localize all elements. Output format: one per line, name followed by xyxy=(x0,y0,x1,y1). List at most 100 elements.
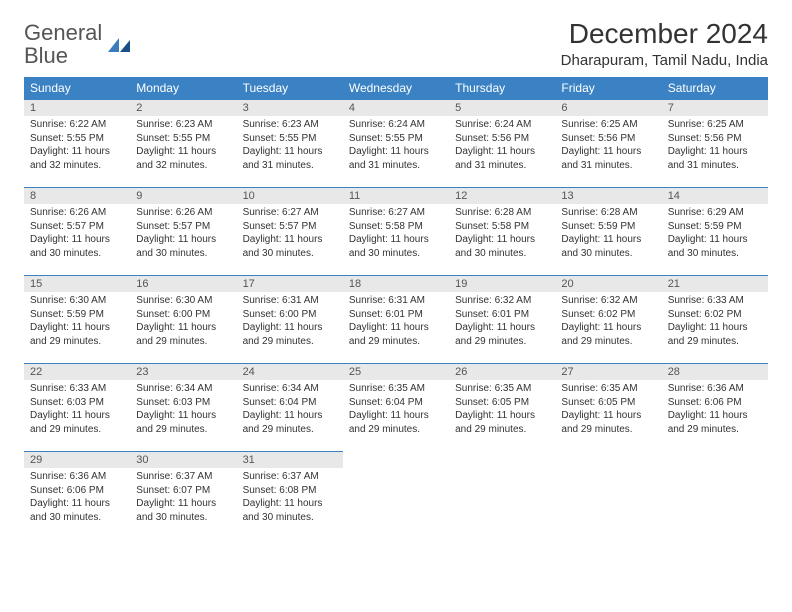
daylight-line: Daylight: 11 hours and 30 minutes. xyxy=(243,233,337,260)
daylight-line: Daylight: 11 hours and 32 minutes. xyxy=(136,145,230,172)
sunrise-line: Sunrise: 6:36 AM xyxy=(30,470,124,484)
calendar-day-cell: 17Sunrise: 6:31 AMSunset: 6:00 PMDayligh… xyxy=(237,276,343,364)
sunrise-line: Sunrise: 6:26 AM xyxy=(136,206,230,220)
sunset-line: Sunset: 6:08 PM xyxy=(243,484,337,498)
calendar-day-cell: 28Sunrise: 6:36 AMSunset: 6:06 PMDayligh… xyxy=(662,364,768,452)
sunset-line: Sunset: 6:02 PM xyxy=(668,308,762,322)
day-number: 28 xyxy=(662,364,768,380)
day-body: Sunrise: 6:26 AMSunset: 5:57 PMDaylight:… xyxy=(24,204,130,264)
sunset-line: Sunset: 5:57 PM xyxy=(136,220,230,234)
sunrise-line: Sunrise: 6:22 AM xyxy=(30,118,124,132)
calendar-day-cell: 16Sunrise: 6:30 AMSunset: 6:00 PMDayligh… xyxy=(130,276,236,364)
day-number: 3 xyxy=(237,100,343,116)
daylight-line: Daylight: 11 hours and 30 minutes. xyxy=(243,497,337,524)
calendar-header-cell: Monday xyxy=(130,77,236,100)
calendar-week-row: 29Sunrise: 6:36 AMSunset: 6:06 PMDayligh… xyxy=(24,452,768,540)
day-body: Sunrise: 6:34 AMSunset: 6:03 PMDaylight:… xyxy=(130,380,236,440)
daylight-line: Daylight: 11 hours and 30 minutes. xyxy=(30,233,124,260)
daylight-line: Daylight: 11 hours and 31 minutes. xyxy=(243,145,337,172)
sunrise-line: Sunrise: 6:27 AM xyxy=(349,206,443,220)
calendar-day-cell: 3Sunrise: 6:23 AMSunset: 5:55 PMDaylight… xyxy=(237,100,343,188)
sunset-line: Sunset: 6:05 PM xyxy=(561,396,655,410)
sunrise-line: Sunrise: 6:26 AM xyxy=(30,206,124,220)
day-body: Sunrise: 6:25 AMSunset: 5:56 PMDaylight:… xyxy=(555,116,661,176)
daylight-line: Daylight: 11 hours and 30 minutes. xyxy=(561,233,655,260)
daylight-line: Daylight: 11 hours and 30 minutes. xyxy=(30,497,124,524)
calendar-week-row: 15Sunrise: 6:30 AMSunset: 5:59 PMDayligh… xyxy=(24,276,768,364)
day-body: Sunrise: 6:30 AMSunset: 6:00 PMDaylight:… xyxy=(130,292,236,352)
day-number: 15 xyxy=(24,276,130,292)
sunrise-line: Sunrise: 6:37 AM xyxy=(136,470,230,484)
day-body: Sunrise: 6:24 AMSunset: 5:56 PMDaylight:… xyxy=(449,116,555,176)
sunrise-line: Sunrise: 6:31 AM xyxy=(349,294,443,308)
calendar-day-cell: 22Sunrise: 6:33 AMSunset: 6:03 PMDayligh… xyxy=(24,364,130,452)
day-body: Sunrise: 6:37 AMSunset: 6:08 PMDaylight:… xyxy=(237,468,343,528)
day-number: 14 xyxy=(662,188,768,204)
sunset-line: Sunset: 6:06 PM xyxy=(668,396,762,410)
day-number: 5 xyxy=(449,100,555,116)
sunrise-line: Sunrise: 6:30 AM xyxy=(30,294,124,308)
day-body: Sunrise: 6:37 AMSunset: 6:07 PMDaylight:… xyxy=(130,468,236,528)
sunrise-line: Sunrise: 6:33 AM xyxy=(668,294,762,308)
calendar-day-cell xyxy=(662,452,768,540)
calendar-week-row: 22Sunrise: 6:33 AMSunset: 6:03 PMDayligh… xyxy=(24,364,768,452)
day-body: Sunrise: 6:35 AMSunset: 6:05 PMDaylight:… xyxy=(555,380,661,440)
sunset-line: Sunset: 5:56 PM xyxy=(561,132,655,146)
day-body: Sunrise: 6:28 AMSunset: 5:59 PMDaylight:… xyxy=(555,204,661,264)
sunrise-line: Sunrise: 6:24 AM xyxy=(349,118,443,132)
sunset-line: Sunset: 5:57 PM xyxy=(30,220,124,234)
daylight-line: Daylight: 11 hours and 30 minutes. xyxy=(349,233,443,260)
day-body: Sunrise: 6:31 AMSunset: 6:01 PMDaylight:… xyxy=(343,292,449,352)
calendar-day-cell: 9Sunrise: 6:26 AMSunset: 5:57 PMDaylight… xyxy=(130,188,236,276)
daylight-line: Daylight: 11 hours and 29 minutes. xyxy=(668,321,762,348)
day-number: 21 xyxy=(662,276,768,292)
sunset-line: Sunset: 6:00 PM xyxy=(243,308,337,322)
calendar-week-row: 1Sunrise: 6:22 AMSunset: 5:55 PMDaylight… xyxy=(24,100,768,188)
calendar-day-cell: 29Sunrise: 6:36 AMSunset: 6:06 PMDayligh… xyxy=(24,452,130,540)
sunset-line: Sunset: 5:58 PM xyxy=(455,220,549,234)
calendar-header-cell: Wednesday xyxy=(343,77,449,100)
calendar-day-cell: 11Sunrise: 6:27 AMSunset: 5:58 PMDayligh… xyxy=(343,188,449,276)
calendar-body: 1Sunrise: 6:22 AMSunset: 5:55 PMDaylight… xyxy=(24,100,768,540)
day-body: Sunrise: 6:32 AMSunset: 6:01 PMDaylight:… xyxy=(449,292,555,352)
daylight-line: Daylight: 11 hours and 29 minutes. xyxy=(243,409,337,436)
day-body: Sunrise: 6:34 AMSunset: 6:04 PMDaylight:… xyxy=(237,380,343,440)
calendar-day-cell: 15Sunrise: 6:30 AMSunset: 5:59 PMDayligh… xyxy=(24,276,130,364)
calendar-day-cell: 24Sunrise: 6:34 AMSunset: 6:04 PMDayligh… xyxy=(237,364,343,452)
calendar-header-cell: Sunday xyxy=(24,77,130,100)
calendar-day-cell: 1Sunrise: 6:22 AMSunset: 5:55 PMDaylight… xyxy=(24,100,130,188)
sunset-line: Sunset: 6:03 PM xyxy=(30,396,124,410)
brand-name-a: General xyxy=(24,20,102,45)
daylight-line: Daylight: 11 hours and 29 minutes. xyxy=(136,321,230,348)
day-number: 17 xyxy=(237,276,343,292)
calendar-week-row: 8Sunrise: 6:26 AMSunset: 5:57 PMDaylight… xyxy=(24,188,768,276)
sunrise-line: Sunrise: 6:37 AM xyxy=(243,470,337,484)
daylight-line: Daylight: 11 hours and 32 minutes. xyxy=(30,145,124,172)
day-body: Sunrise: 6:23 AMSunset: 5:55 PMDaylight:… xyxy=(237,116,343,176)
calendar-day-cell: 31Sunrise: 6:37 AMSunset: 6:08 PMDayligh… xyxy=(237,452,343,540)
calendar-day-cell: 6Sunrise: 6:25 AMSunset: 5:56 PMDaylight… xyxy=(555,100,661,188)
calendar-day-cell: 30Sunrise: 6:37 AMSunset: 6:07 PMDayligh… xyxy=(130,452,236,540)
day-body: Sunrise: 6:24 AMSunset: 5:55 PMDaylight:… xyxy=(343,116,449,176)
sunrise-line: Sunrise: 6:32 AM xyxy=(561,294,655,308)
day-number: 24 xyxy=(237,364,343,380)
day-body: Sunrise: 6:29 AMSunset: 5:59 PMDaylight:… xyxy=(662,204,768,264)
day-number: 20 xyxy=(555,276,661,292)
day-body: Sunrise: 6:32 AMSunset: 6:02 PMDaylight:… xyxy=(555,292,661,352)
day-body: Sunrise: 6:26 AMSunset: 5:57 PMDaylight:… xyxy=(130,204,236,264)
sunset-line: Sunset: 6:04 PM xyxy=(243,396,337,410)
day-body: Sunrise: 6:27 AMSunset: 5:57 PMDaylight:… xyxy=(237,204,343,264)
day-number: 8 xyxy=(24,188,130,204)
sunrise-line: Sunrise: 6:35 AM xyxy=(561,382,655,396)
sunset-line: Sunset: 6:05 PM xyxy=(455,396,549,410)
calendar-header-cell: Tuesday xyxy=(237,77,343,100)
sunrise-line: Sunrise: 6:34 AM xyxy=(243,382,337,396)
daylight-line: Daylight: 11 hours and 31 minutes. xyxy=(349,145,443,172)
sunset-line: Sunset: 5:59 PM xyxy=(561,220,655,234)
daylight-line: Daylight: 11 hours and 29 minutes. xyxy=(455,409,549,436)
day-body: Sunrise: 6:35 AMSunset: 6:04 PMDaylight:… xyxy=(343,380,449,440)
calendar-day-cell: 14Sunrise: 6:29 AMSunset: 5:59 PMDayligh… xyxy=(662,188,768,276)
day-number: 30 xyxy=(130,452,236,468)
day-number: 29 xyxy=(24,452,130,468)
day-body: Sunrise: 6:31 AMSunset: 6:00 PMDaylight:… xyxy=(237,292,343,352)
